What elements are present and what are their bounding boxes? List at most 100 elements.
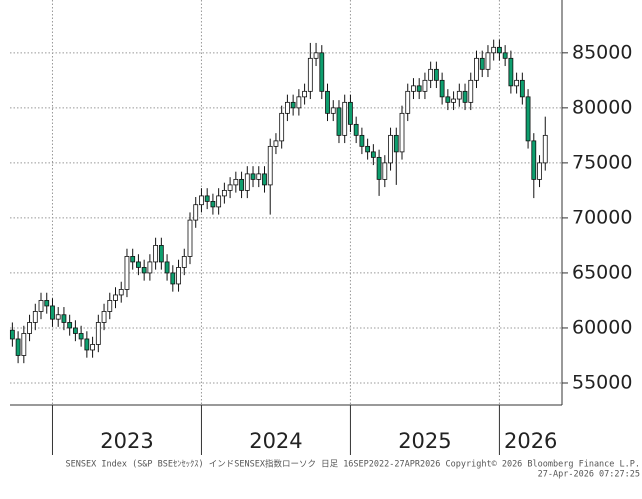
candle-body: [130, 256, 136, 263]
candle-body: [290, 101, 296, 109]
candle-body: [187, 219, 193, 257]
candle-body: [479, 57, 485, 70]
candle-body: [136, 261, 141, 268]
candle-body: [319, 52, 325, 92]
candle-body: [84, 338, 90, 351]
candle-body: [181, 256, 187, 268]
candle-body: [15, 338, 21, 356]
candle-body: [233, 178, 239, 186]
candle-body: [325, 90, 330, 114]
candle-body: [537, 162, 542, 180]
candle-body: [514, 79, 520, 87]
candle-body: [330, 107, 336, 114]
candle-body: [9, 329, 15, 340]
candle-body: [388, 134, 393, 164]
candle-body: [491, 46, 497, 54]
candle-body: [542, 134, 548, 164]
candle-body: [508, 57, 514, 87]
candle-body: [38, 300, 44, 312]
candle-body: [393, 134, 399, 153]
candle-body: [382, 162, 388, 180]
candle-body: [422, 79, 428, 92]
candle-body: [497, 46, 502, 54]
candle-body: [158, 245, 164, 263]
candle-body: [50, 305, 55, 320]
candle-body: [153, 245, 159, 263]
candle-body: [95, 322, 101, 345]
candle-body: [250, 173, 256, 180]
candle-body: [273, 140, 279, 147]
candle-body: [27, 322, 32, 334]
candle-body: [204, 195, 210, 202]
candle-body: [485, 52, 491, 70]
y-tick-label: 80000: [572, 96, 632, 118]
candle-body: [416, 85, 422, 92]
candle-body: [474, 57, 479, 81]
candle-body: [210, 200, 216, 208]
candle-body: [376, 156, 382, 180]
candle-body: [285, 101, 290, 114]
candle-body: [451, 98, 456, 103]
y-tick-label: 70000: [572, 206, 632, 228]
x-tick-label: 2025: [398, 429, 451, 453]
candle-body: [445, 96, 451, 103]
y-tick-label: 85000: [572, 41, 632, 63]
y-tick-label: 75000: [572, 151, 632, 173]
candle-body: [170, 272, 176, 285]
candle-body: [176, 267, 181, 285]
candle-body: [124, 256, 130, 290]
candle-body: [101, 311, 107, 323]
candle-body: [55, 314, 61, 320]
candle-body: [468, 79, 474, 103]
candle-body: [307, 57, 313, 92]
candle-body: [462, 90, 468, 103]
candle-body: [399, 112, 405, 153]
candle-body: [216, 195, 222, 208]
candle-body: [531, 140, 537, 180]
candle-body: [164, 261, 170, 274]
x-tick-label: 2023: [100, 429, 153, 453]
candle-body: [72, 327, 78, 334]
candle-body: [21, 333, 27, 356]
candle-body: [244, 173, 250, 191]
candle-body: [262, 173, 267, 186]
candle-body: [439, 79, 445, 98]
candle-body: [348, 101, 353, 125]
candle-body: [353, 123, 359, 136]
candle-body: [256, 173, 262, 180]
candle-body: [32, 311, 38, 323]
candle-body: [90, 344, 95, 351]
candle-body: [113, 294, 118, 301]
footer-time: 27-Apr-2026 07:27:25: [538, 470, 640, 480]
y-tick-label: 65000: [572, 261, 632, 283]
candle-body: [199, 195, 204, 206]
candle-body: [502, 52, 508, 59]
candle-body: [147, 261, 153, 274]
candle-body: [342, 101, 348, 136]
candle-body: [78, 333, 84, 340]
y-tick-label: 60000: [572, 316, 632, 338]
candle-body: [433, 68, 439, 81]
candle-body: [411, 85, 416, 92]
candle-body: [193, 204, 199, 221]
candle-body: [61, 314, 67, 323]
candle-body: [302, 90, 307, 98]
candle-body: [118, 289, 124, 296]
candle-body: [267, 145, 273, 186]
candle-body: [221, 189, 227, 197]
candle-body: [227, 184, 233, 191]
candle-body: [519, 79, 525, 98]
x-tick-label: 2026: [504, 429, 557, 453]
candle-body: [359, 134, 365, 147]
candle-body: [279, 112, 285, 142]
candle-body: [141, 267, 147, 274]
candle-body: [296, 96, 302, 109]
candle-body: [44, 300, 50, 307]
candle-body: [313, 52, 319, 59]
candle-body: [428, 68, 434, 81]
candle-body: [239, 178, 244, 191]
y-tick-label: 55000: [572, 371, 632, 393]
candle-body: [405, 90, 411, 114]
footer: SENSEX Index (S&P BSEｾﾝｾｯｸｽ) インドSENSEX指数…: [66, 459, 640, 470]
